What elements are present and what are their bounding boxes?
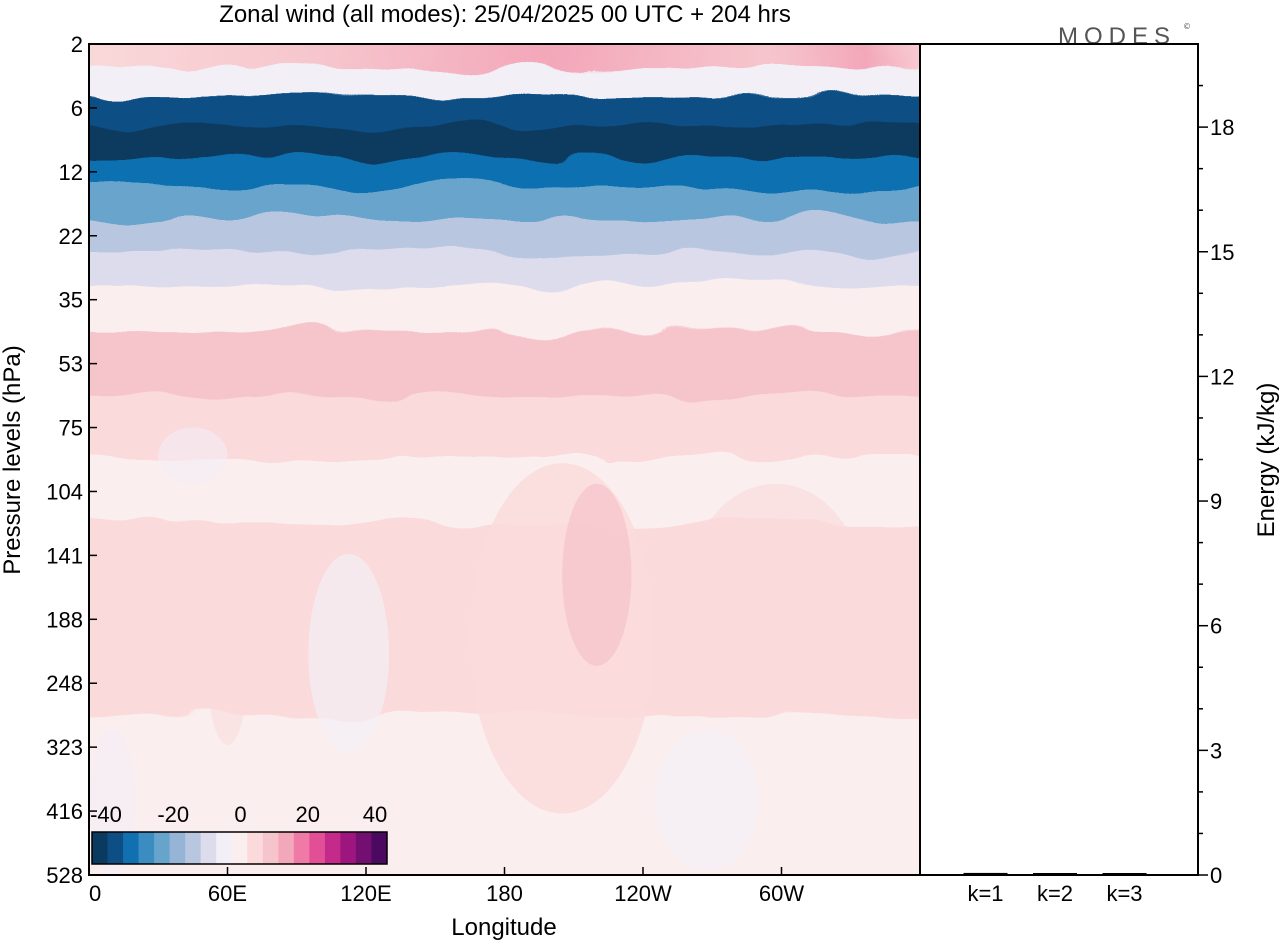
heatmap-anomaly xyxy=(689,483,863,695)
y-tick-label: 6 xyxy=(71,96,83,121)
heatmap-band xyxy=(89,331,920,397)
energy-bar xyxy=(1102,873,1147,875)
colorbar-swatch xyxy=(92,832,109,864)
colorbar-swatch xyxy=(169,832,186,864)
heatmap-band xyxy=(89,158,920,189)
colorbar-swatch xyxy=(278,832,295,864)
energy-tick-label: 6 xyxy=(1210,614,1222,639)
energy-category-label: k=1 xyxy=(967,881,1003,906)
y-tick-label: 2 xyxy=(71,32,83,57)
heatmap-band xyxy=(89,395,920,461)
y-tick-label: 12 xyxy=(59,160,83,185)
colorbar-frame xyxy=(91,831,388,865)
energy-bars xyxy=(963,872,1147,875)
colorbar-swatch xyxy=(262,832,279,864)
colorbar-swatch xyxy=(138,832,155,864)
energy-bar xyxy=(963,872,1008,875)
heatmap-anomaly xyxy=(158,427,228,484)
y-tick-label: 528 xyxy=(46,863,83,888)
colorbar-label: -20 xyxy=(157,802,189,827)
y-tick-label: 22 xyxy=(59,224,83,249)
heatmap-band xyxy=(89,96,920,128)
pressure-axis: 2 6 12 22 35 53 75 104 141 188 248 323 416 528 xyxy=(46,32,97,888)
heatmap-band xyxy=(89,284,920,333)
y-tick-label: 104 xyxy=(46,479,83,504)
y-tick-label: 75 xyxy=(59,416,83,441)
energy-tick-label: 15 xyxy=(1210,240,1234,265)
longitude-axis: 0 60E 120E 180 120W 60W xyxy=(88,867,804,906)
colorbar-swatch xyxy=(371,832,388,864)
colorbar-swatch xyxy=(355,832,372,864)
heatmap-anomaly xyxy=(654,729,759,871)
y-tick-label: 416 xyxy=(46,799,83,824)
heatmap-band xyxy=(89,44,920,68)
colorbar-swatch xyxy=(107,832,124,864)
colorbar-swatch xyxy=(154,832,171,864)
colorbar-swatch xyxy=(123,832,140,864)
x-axis-label: Longitude xyxy=(451,914,556,941)
y-tick-label: 53 xyxy=(59,352,83,377)
colorbar-label: 0 xyxy=(234,802,246,827)
colorbar-swatch xyxy=(309,832,326,864)
brand-mark: © xyxy=(1183,22,1191,31)
y-tick-label: 188 xyxy=(46,607,83,632)
x-tick-label: 60W xyxy=(759,881,804,906)
colorbar-swatch xyxy=(231,832,248,864)
energy-plot-frame xyxy=(919,43,1199,876)
energy-axis: 0 3 6 9 12 15 18 xyxy=(1198,84,1234,888)
colorbar-label: -40 xyxy=(90,802,122,827)
y-tick-label: 323 xyxy=(46,735,83,760)
heatmap-band xyxy=(89,218,920,254)
x-tick-label: 180 xyxy=(486,881,523,906)
colorbar-swatch xyxy=(293,832,310,864)
y-axis-label: Pressure levels (hPa) xyxy=(0,345,26,574)
colorbar-swatch xyxy=(340,832,357,864)
colorbar-label: 20 xyxy=(296,802,320,827)
chart-title: Zonal wind (all modes): 25/04/2025 00 UT… xyxy=(219,1,791,28)
heatmap-band xyxy=(89,187,920,220)
colorbar-swatch xyxy=(324,832,341,864)
heatmap-band xyxy=(89,126,920,160)
colorbar xyxy=(91,831,388,865)
colorbar-swatch xyxy=(247,832,264,864)
y-tick-label: 248 xyxy=(46,671,83,696)
energy-tick-label: 12 xyxy=(1210,364,1234,389)
energy-categories: k=1 k=2 k=3 xyxy=(967,881,1142,906)
heatmap-field xyxy=(89,44,920,875)
energy-category-label: k=3 xyxy=(1106,881,1142,906)
heatmap-band xyxy=(89,252,920,286)
energy-bar xyxy=(1033,873,1077,875)
brand-logo: MODES xyxy=(1058,23,1176,50)
energy-tick-label: 9 xyxy=(1210,489,1222,514)
energy-category-label: k=2 xyxy=(1037,881,1073,906)
colorbar-swatch xyxy=(185,832,202,864)
heatmap-anomaly xyxy=(308,553,390,753)
x-tick-label: 60E xyxy=(208,881,247,906)
heatmap-anomaly xyxy=(204,538,251,745)
energy-axis-label: Energy (kJ/kg) xyxy=(1253,383,1280,538)
energy-tick-label: 3 xyxy=(1210,738,1222,763)
colorbar-label: 40 xyxy=(363,802,387,827)
x-tick-label: 120W xyxy=(614,881,672,906)
heatmap-band xyxy=(89,64,920,98)
y-tick-label: 141 xyxy=(46,543,83,568)
energy-tick-label: 18 xyxy=(1210,115,1234,140)
y-tick-label: 35 xyxy=(59,288,83,313)
colorbar-swatch xyxy=(200,832,217,864)
x-tick-label: 120E xyxy=(340,881,391,906)
x-tick-label: 0 xyxy=(89,881,101,906)
heatmap-anomaly xyxy=(469,463,655,814)
colorbar-swatch xyxy=(216,832,233,864)
colorbar-labels: -40 -20 0 20 40 xyxy=(90,802,387,827)
energy-tick-label: 0 xyxy=(1210,863,1222,888)
heatmap-anomaly xyxy=(562,483,632,666)
